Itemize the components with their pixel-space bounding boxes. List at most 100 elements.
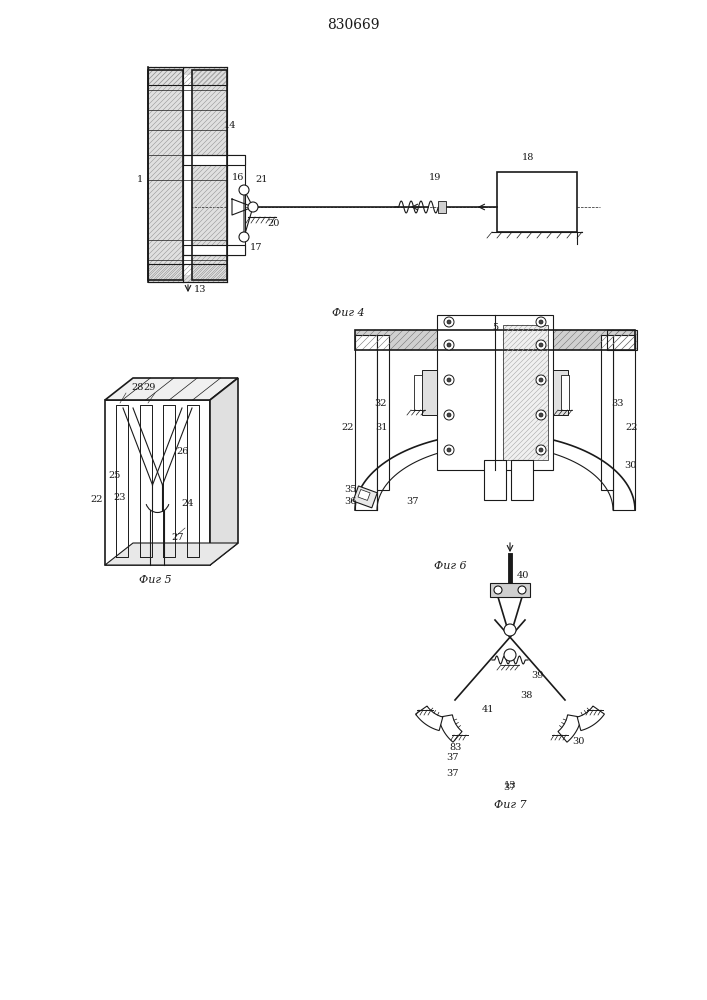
Text: 17: 17 bbox=[250, 243, 262, 252]
Circle shape bbox=[539, 320, 543, 324]
Text: 38: 38 bbox=[520, 690, 532, 700]
Text: 27: 27 bbox=[172, 534, 185, 542]
Text: 37: 37 bbox=[504, 782, 516, 792]
Circle shape bbox=[447, 413, 451, 417]
Bar bbox=[227, 155, 245, 255]
Bar bbox=[183, 75, 192, 275]
Bar bbox=[438, 201, 446, 213]
Circle shape bbox=[536, 410, 546, 420]
Bar bbox=[192, 70, 227, 280]
Bar bbox=[353, 486, 378, 508]
Polygon shape bbox=[416, 706, 443, 731]
Circle shape bbox=[248, 202, 258, 212]
Text: 5: 5 bbox=[492, 324, 498, 332]
Polygon shape bbox=[105, 543, 238, 565]
Bar bbox=[148, 67, 227, 85]
Text: 26: 26 bbox=[177, 448, 189, 456]
Circle shape bbox=[444, 317, 454, 327]
Text: 24: 24 bbox=[182, 498, 194, 508]
Bar bbox=[613, 335, 635, 510]
Polygon shape bbox=[558, 715, 581, 742]
Circle shape bbox=[444, 410, 454, 420]
Text: 22: 22 bbox=[90, 495, 103, 504]
Circle shape bbox=[539, 378, 543, 382]
Circle shape bbox=[536, 445, 546, 455]
Circle shape bbox=[447, 320, 451, 324]
Text: 18: 18 bbox=[522, 153, 534, 162]
Text: 23: 23 bbox=[114, 492, 127, 502]
Bar bbox=[607, 330, 637, 350]
Circle shape bbox=[536, 317, 546, 327]
Bar bbox=[503, 325, 548, 460]
Text: 830669: 830669 bbox=[327, 18, 379, 32]
Circle shape bbox=[536, 340, 546, 350]
Bar bbox=[377, 335, 389, 490]
Bar bbox=[490, 583, 530, 597]
Bar bbox=[358, 489, 370, 500]
Text: 21: 21 bbox=[256, 176, 268, 184]
Text: 13: 13 bbox=[504, 780, 516, 790]
Bar bbox=[148, 70, 183, 280]
Circle shape bbox=[539, 448, 543, 452]
Bar bbox=[355, 330, 635, 350]
Polygon shape bbox=[210, 378, 238, 565]
Text: Фиг 5: Фиг 5 bbox=[139, 575, 171, 585]
Bar bbox=[561, 375, 569, 410]
Bar bbox=[511, 460, 533, 500]
Circle shape bbox=[494, 586, 502, 594]
Bar bbox=[105, 400, 210, 565]
Bar bbox=[484, 460, 506, 500]
Bar bbox=[422, 370, 437, 415]
Circle shape bbox=[539, 413, 543, 417]
Bar bbox=[355, 335, 377, 510]
Circle shape bbox=[239, 232, 249, 242]
Bar bbox=[192, 70, 227, 280]
Text: 1: 1 bbox=[137, 176, 143, 184]
Polygon shape bbox=[577, 706, 604, 731]
Polygon shape bbox=[438, 715, 462, 742]
Bar bbox=[148, 67, 227, 85]
Circle shape bbox=[447, 378, 451, 382]
Circle shape bbox=[447, 448, 451, 452]
Text: 14: 14 bbox=[223, 120, 236, 129]
Polygon shape bbox=[105, 378, 238, 400]
Circle shape bbox=[518, 586, 526, 594]
Bar bbox=[497, 172, 577, 232]
Bar bbox=[553, 370, 568, 415]
Text: 33: 33 bbox=[612, 398, 624, 408]
Bar bbox=[601, 335, 613, 490]
Bar bbox=[183, 155, 245, 165]
Bar bbox=[437, 315, 553, 470]
Text: 36: 36 bbox=[344, 497, 356, 506]
Text: 32: 32 bbox=[375, 398, 387, 408]
Circle shape bbox=[444, 375, 454, 385]
Bar bbox=[503, 325, 548, 460]
Circle shape bbox=[444, 445, 454, 455]
Text: 30: 30 bbox=[624, 462, 636, 471]
Text: 29: 29 bbox=[144, 383, 156, 392]
Text: 41: 41 bbox=[481, 706, 494, 714]
Text: 40: 40 bbox=[517, 570, 529, 580]
Text: 37: 37 bbox=[447, 768, 460, 778]
Text: 37: 37 bbox=[407, 497, 419, 506]
Text: 22: 22 bbox=[341, 422, 354, 432]
Text: Фиг 6: Фиг 6 bbox=[433, 561, 467, 571]
Text: 39: 39 bbox=[531, 670, 543, 680]
Circle shape bbox=[444, 340, 454, 350]
Text: 25: 25 bbox=[109, 471, 121, 480]
Text: 22: 22 bbox=[626, 422, 638, 432]
Bar bbox=[414, 375, 422, 410]
Circle shape bbox=[447, 343, 451, 347]
Bar bbox=[355, 330, 635, 350]
Circle shape bbox=[239, 185, 249, 195]
Text: 31: 31 bbox=[375, 422, 388, 432]
Text: Фиг 4: Фиг 4 bbox=[332, 308, 364, 318]
Text: 30: 30 bbox=[572, 738, 584, 746]
Bar bbox=[607, 330, 637, 350]
Text: 13: 13 bbox=[194, 286, 206, 294]
Text: 35: 35 bbox=[344, 486, 356, 494]
Circle shape bbox=[504, 624, 516, 636]
Text: Фиг 7: Фиг 7 bbox=[493, 800, 526, 810]
Text: 20: 20 bbox=[268, 219, 280, 228]
Circle shape bbox=[504, 649, 516, 661]
